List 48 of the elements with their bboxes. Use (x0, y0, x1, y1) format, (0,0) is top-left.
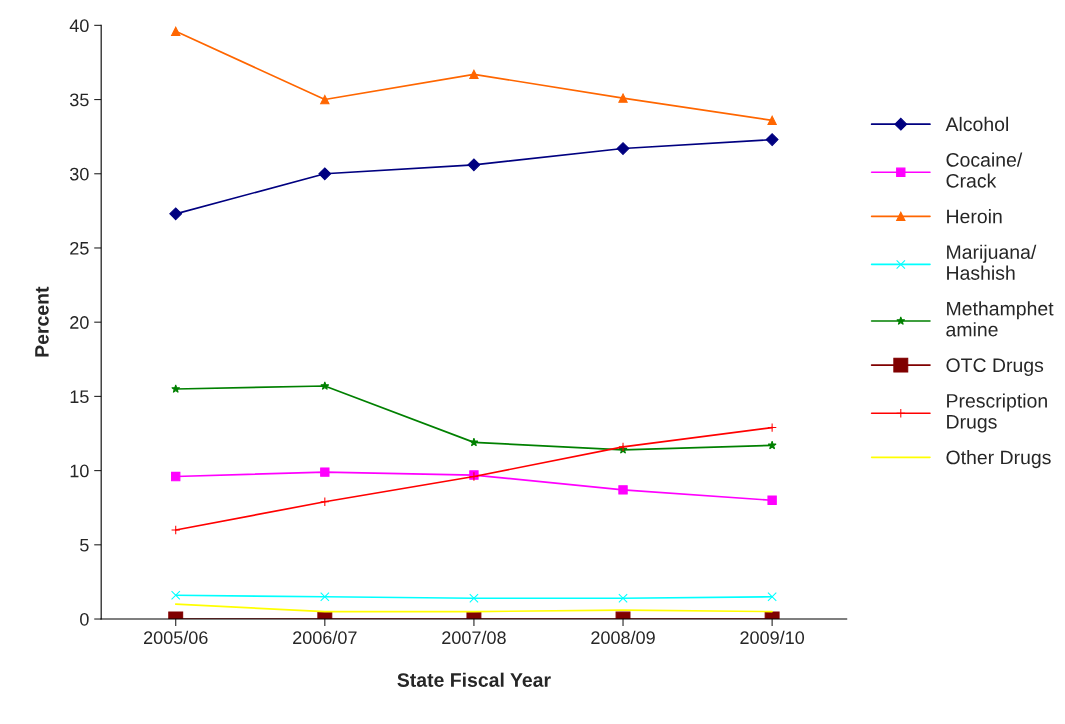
x-tick-label: 2007/08 (442, 630, 506, 645)
point (171, 384, 181, 393)
point (469, 437, 479, 447)
point (318, 167, 332, 181)
x-tick-label: 2005/06 (144, 630, 208, 645)
legend-label: Marijuana/ Hashish (947, 244, 1037, 280)
y-tick-label: 25 (70, 241, 89, 255)
y-tick-label: 0 (80, 612, 89, 626)
point (765, 133, 779, 147)
x-tick-label: 2008/09 (591, 630, 655, 645)
point (767, 495, 777, 505)
point (618, 93, 628, 103)
x-axis-title: State Fiscal Year (397, 672, 551, 687)
point (767, 115, 777, 126)
point (469, 69, 479, 80)
point (171, 26, 181, 36)
legend-label: Prescription Drugs (947, 393, 1047, 433)
point (469, 593, 479, 603)
legend-label: OTC Drugs (946, 358, 1044, 376)
point (767, 422, 777, 433)
legend-label: Alcohol (945, 116, 1008, 132)
point (169, 207, 183, 221)
y-tick-label: 15 (70, 390, 89, 404)
y-tick-label: 40 (69, 19, 89, 33)
y-tick-label: 20 (70, 316, 89, 329)
legend-label: Cocaine/ Crack (946, 152, 1023, 188)
point (618, 593, 628, 603)
x-tick-label: 2009/10 (740, 630, 805, 645)
point (320, 94, 330, 105)
point (171, 590, 181, 600)
point (171, 471, 181, 482)
legend-label: Heroin (947, 209, 1002, 224)
point (467, 158, 481, 172)
point (618, 485, 628, 495)
point (616, 142, 630, 155)
y-tick-label: 35 (69, 93, 89, 107)
point (320, 381, 330, 390)
point (767, 440, 777, 450)
legend-label: Other Drugs (946, 450, 1051, 469)
y-axis-title: Percent (35, 286, 49, 357)
x-tick-label: 2006/07 (293, 630, 357, 645)
point (320, 592, 330, 602)
legend-label: Methamphet amine (946, 301, 1054, 337)
y-tick-label: 30 (69, 167, 89, 181)
y-tick-label: 10 (70, 464, 89, 478)
y-tick-label: 5 (80, 538, 89, 552)
point (320, 467, 330, 477)
point (767, 592, 777, 602)
